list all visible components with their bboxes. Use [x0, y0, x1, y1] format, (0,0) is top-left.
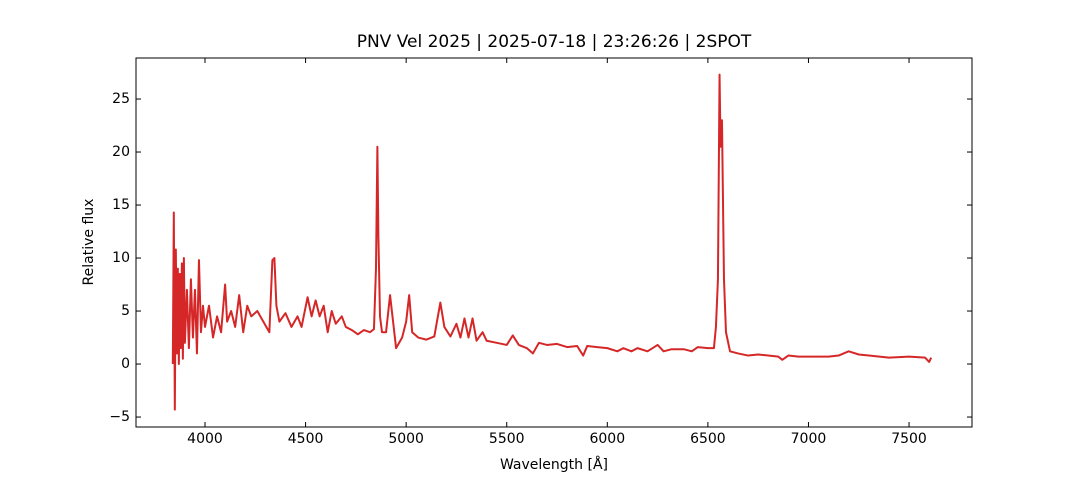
y-tick-label: 25: [112, 91, 130, 107]
y-tick-label: 10: [112, 250, 130, 266]
y-tick-label: 15: [112, 197, 130, 213]
x-tick-label: 5000: [388, 431, 424, 447]
y-tick-label: 20: [112, 144, 130, 160]
y-axis-label: Relative flux: [81, 199, 97, 286]
x-axis-label: Wavelength [Å]: [500, 456, 608, 473]
y-tick-label: −5: [109, 409, 130, 425]
x-tick-label: 4500: [288, 431, 324, 447]
y-tick-label: 5: [121, 303, 130, 319]
x-tick-label: 4000: [187, 431, 223, 447]
x-tick-label: 7500: [891, 431, 927, 447]
spectrum-line: [171, 73, 933, 411]
chart-title: PNV Vel 2025 | 2025-07-18 | 23:26:26 | 2…: [357, 32, 752, 52]
x-tick-label: 6000: [589, 431, 625, 447]
plot-frame: [135, 57, 973, 428]
x-tick-label: 6500: [690, 431, 726, 447]
y-tick-label: 0: [121, 356, 130, 372]
x-tick-label: 7000: [791, 431, 827, 447]
x-tick-label: 5500: [489, 431, 525, 447]
